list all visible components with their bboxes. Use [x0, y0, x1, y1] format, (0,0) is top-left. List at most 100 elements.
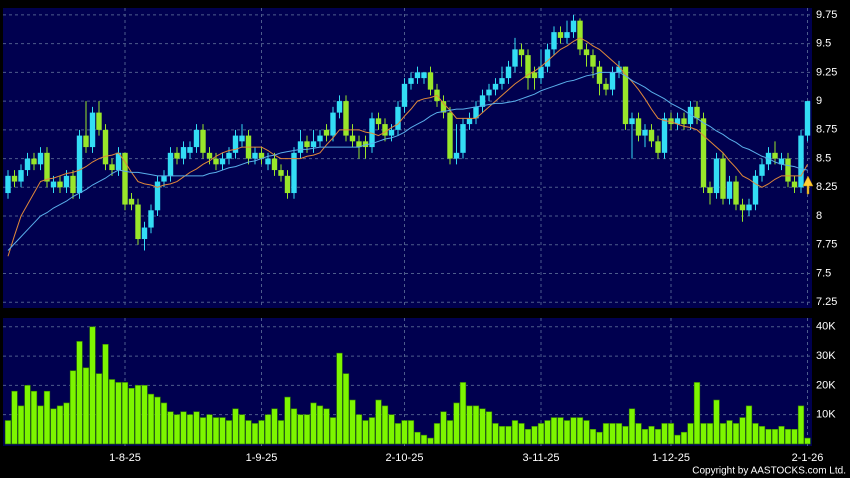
volume-bar [420, 434, 428, 445]
volume-bar [557, 417, 564, 445]
volume-bar [37, 405, 44, 445]
candle-body [466, 118, 473, 125]
candle-body [291, 152, 297, 194]
y-tick-label: 8.5 [816, 152, 831, 164]
volume-bar [180, 411, 187, 445]
volume-bar [206, 414, 213, 445]
candle-body [681, 118, 687, 125]
volume-bar [219, 417, 226, 445]
volume-bar [212, 417, 220, 445]
volume-bar [108, 379, 116, 445]
candle-body [44, 152, 50, 182]
volume-bar [635, 423, 642, 445]
volume-bar [485, 411, 493, 445]
candle-body [798, 135, 804, 188]
candle-body [616, 66, 622, 73]
candle-body [369, 118, 375, 148]
candle-body [161, 175, 167, 182]
volume-bar [407, 420, 415, 445]
candle-body [395, 106, 401, 130]
volume-bar [472, 405, 480, 445]
volume-bar [648, 426, 655, 445]
volume-bar [277, 420, 285, 445]
y-tick-label: 8 [816, 210, 822, 222]
volume-bar [797, 405, 805, 445]
candle-body [668, 118, 674, 125]
volume-bar [56, 405, 64, 445]
candle-body [473, 106, 479, 119]
candle-body [122, 152, 128, 205]
volume-bar [739, 417, 746, 445]
volume-bar [589, 429, 597, 445]
volume-bar [505, 426, 512, 445]
volume-bar [102, 344, 109, 445]
volume-bar [69, 370, 77, 445]
candle-body [739, 204, 746, 211]
candle-body [18, 170, 24, 182]
candle-body [785, 158, 791, 182]
candle-body [200, 129, 206, 153]
candle-body [154, 181, 161, 211]
candle-body [401, 83, 408, 107]
volume-bar [115, 382, 122, 445]
volume-bar [63, 402, 70, 445]
volume-bar [719, 423, 727, 445]
volume-bar [758, 426, 766, 445]
x-tick-label: 1-9-25 [246, 452, 278, 464]
volume-bar [284, 396, 291, 445]
volume-bar [141, 385, 148, 445]
volume-bar [511, 420, 519, 445]
volume-bar [804, 437, 811, 445]
candle-body [115, 152, 122, 171]
moving-average-line [7, 71, 808, 251]
volume-bar [4, 420, 12, 445]
volume-bar [258, 420, 265, 445]
candle-body [414, 72, 421, 79]
candle-body [505, 66, 512, 79]
candle-body [759, 164, 765, 176]
candle-body [193, 129, 200, 148]
candle-body [694, 106, 700, 119]
volume-bar [271, 408, 278, 445]
volume-bar [251, 423, 259, 445]
volume-bar [661, 423, 668, 445]
candle-body [349, 135, 356, 142]
volume-bar [602, 423, 610, 445]
volume-bar [82, 367, 90, 445]
candle-body [128, 198, 135, 205]
volume-bar [401, 420, 408, 445]
volume-bar [95, 373, 103, 445]
candle-body [57, 181, 63, 188]
candle-body [791, 181, 798, 188]
volume-bar [349, 399, 356, 445]
candle-body [512, 49, 518, 67]
y-tick-label: 20K [816, 379, 836, 391]
volume-bar [43, 390, 51, 445]
candle-body [37, 152, 44, 165]
candle-body [538, 66, 544, 79]
candle-body [772, 152, 778, 159]
volume-bar [674, 434, 681, 445]
candle-body [460, 124, 466, 153]
volume-bar [11, 390, 18, 445]
volume-bar [765, 429, 772, 445]
x-tick-label: 3-11-25 [522, 452, 559, 464]
volume-bar [576, 417, 584, 445]
volume-bar [479, 408, 486, 445]
candle-body [609, 72, 616, 90]
x-tick-label: 2-1-26 [792, 452, 824, 464]
candle-body [583, 49, 590, 56]
volume-bar [147, 393, 155, 445]
candle-body [174, 152, 180, 159]
volume-bar [687, 423, 694, 445]
volume-bar [537, 423, 545, 445]
candle-body [544, 49, 551, 67]
candle-body [635, 118, 642, 136]
candle-body [141, 227, 148, 240]
candle-body [674, 118, 681, 125]
candle-body [271, 158, 278, 171]
candle-body [590, 55, 596, 67]
volume-bar [30, 390, 38, 445]
volume-bar [121, 382, 129, 445]
